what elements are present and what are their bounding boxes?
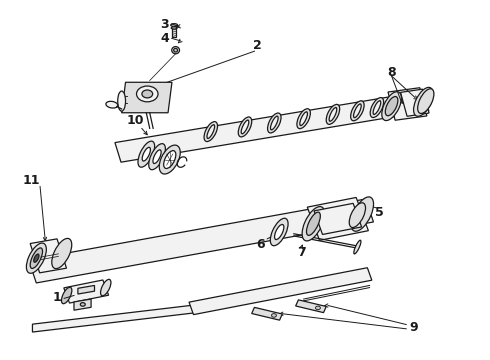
Ellipse shape <box>149 144 166 170</box>
Polygon shape <box>32 305 196 332</box>
Text: 10: 10 <box>126 114 144 127</box>
Polygon shape <box>64 280 109 303</box>
Ellipse shape <box>270 116 278 130</box>
Circle shape <box>80 303 85 306</box>
Ellipse shape <box>270 218 288 246</box>
Ellipse shape <box>306 212 320 235</box>
Ellipse shape <box>138 141 155 167</box>
Ellipse shape <box>268 113 281 133</box>
Polygon shape <box>122 82 172 113</box>
Circle shape <box>142 90 153 98</box>
Ellipse shape <box>329 108 337 121</box>
Ellipse shape <box>159 145 180 174</box>
Polygon shape <box>74 299 91 310</box>
Ellipse shape <box>385 96 398 116</box>
Text: 11: 11 <box>23 174 40 186</box>
Ellipse shape <box>417 89 434 113</box>
Ellipse shape <box>370 98 384 117</box>
Text: 3: 3 <box>160 18 169 31</box>
Text: 8: 8 <box>387 66 396 79</box>
Polygon shape <box>115 91 429 162</box>
Text: 2: 2 <box>253 39 262 52</box>
Polygon shape <box>388 88 427 120</box>
Ellipse shape <box>100 279 111 296</box>
Ellipse shape <box>30 248 43 269</box>
Ellipse shape <box>349 203 366 228</box>
Ellipse shape <box>382 92 401 121</box>
Ellipse shape <box>204 122 218 141</box>
Ellipse shape <box>297 109 310 129</box>
Polygon shape <box>30 239 67 273</box>
Ellipse shape <box>118 91 125 111</box>
Text: 7: 7 <box>297 246 306 259</box>
Ellipse shape <box>390 95 403 114</box>
Ellipse shape <box>326 104 340 124</box>
Ellipse shape <box>61 287 72 304</box>
Ellipse shape <box>414 87 433 116</box>
Ellipse shape <box>373 101 381 114</box>
Polygon shape <box>252 307 282 320</box>
Ellipse shape <box>351 101 364 121</box>
Ellipse shape <box>142 147 150 161</box>
Ellipse shape <box>34 254 39 262</box>
Ellipse shape <box>164 150 176 168</box>
Ellipse shape <box>238 117 252 137</box>
Ellipse shape <box>302 207 325 241</box>
Ellipse shape <box>300 112 307 126</box>
Ellipse shape <box>26 243 47 273</box>
Ellipse shape <box>207 125 215 139</box>
Polygon shape <box>307 197 368 240</box>
Ellipse shape <box>171 24 177 27</box>
Ellipse shape <box>354 240 361 254</box>
Ellipse shape <box>351 197 373 231</box>
Ellipse shape <box>173 48 177 52</box>
Ellipse shape <box>172 46 179 54</box>
Text: 4: 4 <box>160 32 169 45</box>
Ellipse shape <box>241 120 249 134</box>
Ellipse shape <box>106 101 118 108</box>
Polygon shape <box>78 285 95 294</box>
Polygon shape <box>189 268 372 315</box>
Polygon shape <box>400 89 429 116</box>
Text: 1: 1 <box>52 291 61 304</box>
Ellipse shape <box>52 238 72 269</box>
Polygon shape <box>295 300 326 312</box>
Ellipse shape <box>392 98 400 112</box>
Polygon shape <box>28 199 373 283</box>
Bar <box>172 26 176 37</box>
Ellipse shape <box>354 104 361 118</box>
Text: 9: 9 <box>409 320 418 333</box>
Polygon shape <box>314 203 362 234</box>
Text: 6: 6 <box>256 238 265 251</box>
Ellipse shape <box>153 150 161 163</box>
Circle shape <box>316 306 320 310</box>
Circle shape <box>271 314 276 317</box>
Circle shape <box>137 86 158 102</box>
Ellipse shape <box>171 27 177 29</box>
Text: 5: 5 <box>375 207 384 220</box>
Ellipse shape <box>274 224 284 239</box>
